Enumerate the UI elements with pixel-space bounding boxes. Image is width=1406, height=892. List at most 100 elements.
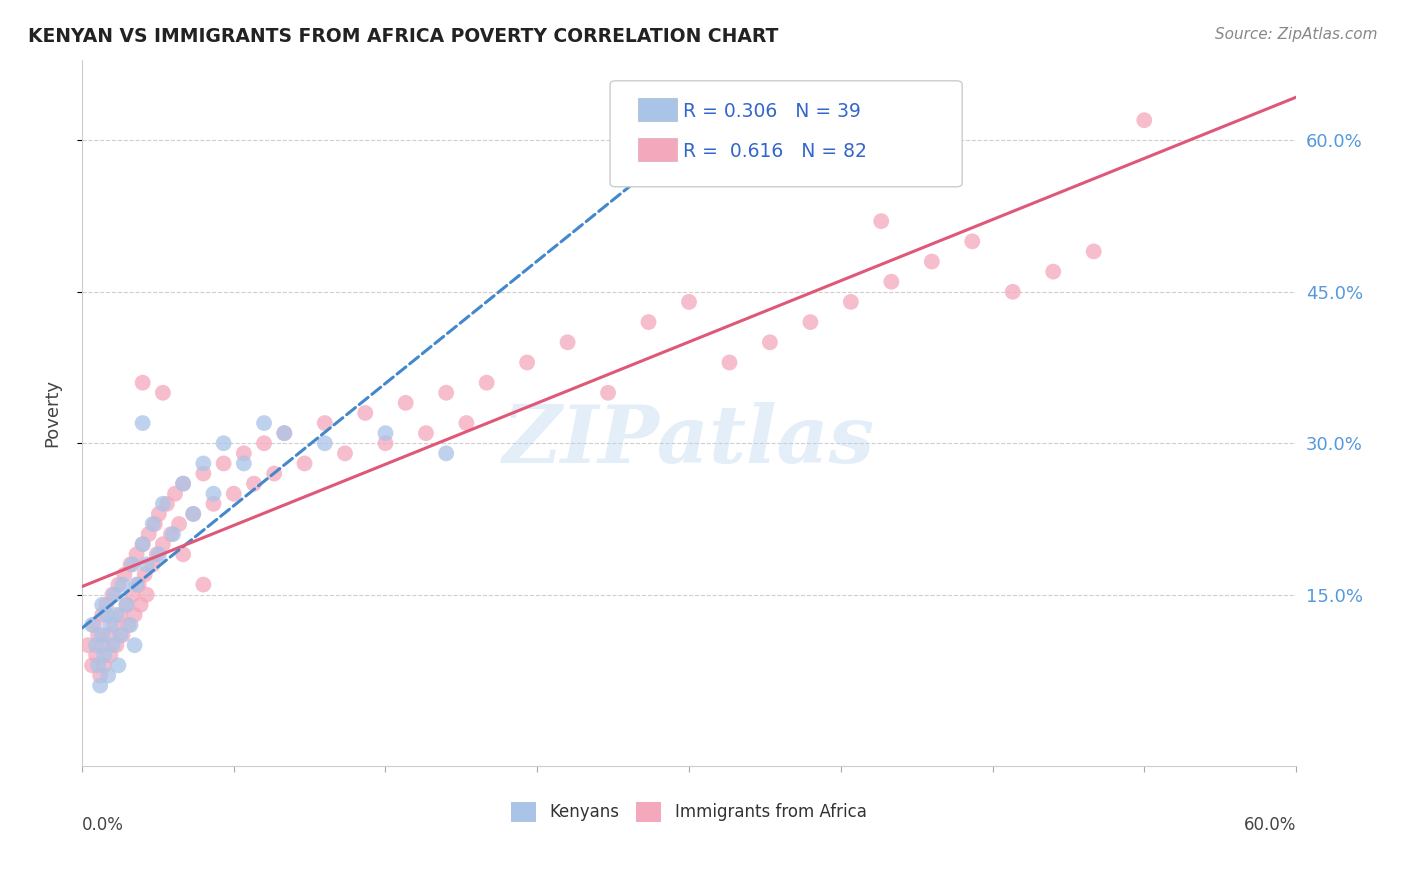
Point xyxy=(101,588,124,602)
Point xyxy=(152,385,174,400)
Point xyxy=(107,658,129,673)
Point xyxy=(880,275,903,289)
Point xyxy=(80,618,103,632)
Point xyxy=(96,598,118,612)
Point xyxy=(129,598,152,612)
Point xyxy=(475,376,498,390)
Point xyxy=(839,294,862,309)
Text: KENYAN VS IMMIGRANTS FROM AFRICA POVERTY CORRELATION CHART: KENYAN VS IMMIGRANTS FROM AFRICA POVERTY… xyxy=(28,27,779,45)
Point xyxy=(202,497,225,511)
Point xyxy=(759,335,782,350)
Point xyxy=(142,558,165,572)
Point xyxy=(222,487,245,501)
Point xyxy=(134,567,156,582)
Point xyxy=(97,628,120,642)
Point xyxy=(167,516,190,531)
Point xyxy=(172,476,194,491)
Point xyxy=(333,446,356,460)
Legend: Kenyans, Immigrants from Africa: Kenyans, Immigrants from Africa xyxy=(505,795,873,829)
Text: 0.0%: 0.0% xyxy=(82,816,124,834)
Point xyxy=(148,507,170,521)
Point xyxy=(131,537,153,551)
Point xyxy=(142,516,165,531)
Point xyxy=(135,558,157,572)
Point xyxy=(91,628,114,642)
Point xyxy=(212,436,235,450)
Point xyxy=(121,558,143,572)
Point xyxy=(146,547,169,561)
Point xyxy=(172,547,194,561)
Point xyxy=(97,668,120,682)
Point xyxy=(98,648,121,663)
FancyBboxPatch shape xyxy=(638,138,678,161)
Point xyxy=(678,294,700,309)
Point xyxy=(273,426,295,441)
Point xyxy=(415,426,437,441)
FancyBboxPatch shape xyxy=(610,81,962,186)
Point xyxy=(516,355,538,369)
Point xyxy=(117,618,139,632)
Point xyxy=(91,607,114,622)
Point xyxy=(374,426,396,441)
Point xyxy=(434,446,457,460)
Point xyxy=(148,547,170,561)
Point xyxy=(87,628,110,642)
Point xyxy=(232,457,254,471)
Point xyxy=(96,607,118,622)
Point xyxy=(273,426,295,441)
Point xyxy=(143,516,166,531)
Text: R = 0.306   N = 39: R = 0.306 N = 39 xyxy=(683,102,860,120)
Point xyxy=(101,638,124,652)
Point xyxy=(156,497,179,511)
Point xyxy=(84,638,107,652)
Point xyxy=(181,507,204,521)
Point xyxy=(77,638,100,652)
Point xyxy=(193,457,215,471)
Point xyxy=(110,607,132,622)
Point xyxy=(107,577,129,591)
Point xyxy=(124,607,146,622)
Point xyxy=(314,416,336,430)
Point xyxy=(105,638,128,652)
Point xyxy=(80,658,103,673)
Text: Source: ZipAtlas.com: Source: ZipAtlas.com xyxy=(1215,27,1378,42)
Point xyxy=(253,436,276,450)
Point xyxy=(1042,265,1064,279)
Point xyxy=(374,436,396,450)
Point xyxy=(84,648,107,663)
Point xyxy=(120,618,142,632)
Point xyxy=(110,628,132,642)
Point xyxy=(243,476,266,491)
Point xyxy=(253,416,276,430)
Point xyxy=(921,254,943,268)
Point xyxy=(93,648,115,663)
Point xyxy=(962,235,984,249)
Point xyxy=(557,335,579,350)
Point xyxy=(152,497,174,511)
Point xyxy=(138,527,160,541)
Point xyxy=(135,588,157,602)
Point xyxy=(193,467,215,481)
Point xyxy=(131,416,153,430)
Point xyxy=(232,446,254,460)
Text: ZIPatlas: ZIPatlas xyxy=(503,402,875,480)
Text: R =  0.616   N = 82: R = 0.616 N = 82 xyxy=(683,142,866,161)
Point xyxy=(456,416,478,430)
Point xyxy=(263,467,285,481)
Point xyxy=(799,315,821,329)
Point xyxy=(294,457,316,471)
Point xyxy=(125,547,148,561)
Point xyxy=(718,355,741,369)
Point xyxy=(131,537,153,551)
Point xyxy=(89,679,111,693)
Point xyxy=(162,527,184,541)
Point xyxy=(434,385,457,400)
Point xyxy=(193,577,215,591)
Point xyxy=(202,487,225,501)
Point xyxy=(115,598,138,612)
Point xyxy=(87,658,110,673)
Point xyxy=(105,607,128,622)
Point xyxy=(98,618,121,632)
Point xyxy=(115,598,138,612)
Point xyxy=(212,457,235,471)
